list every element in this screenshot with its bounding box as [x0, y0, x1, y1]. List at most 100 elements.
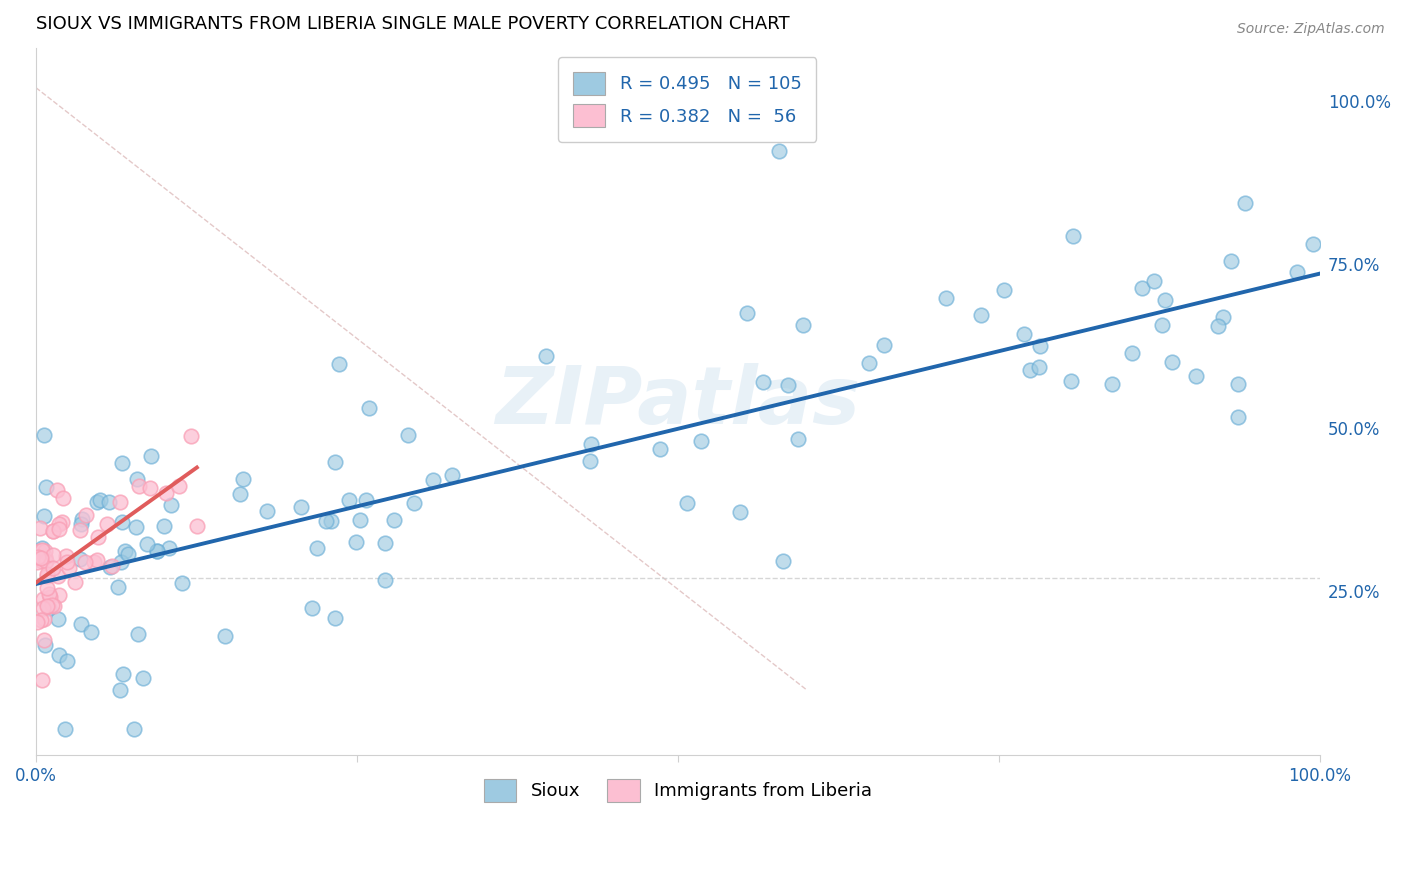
Point: [111, 516, 134, 530]
Point: [42, 560, 65, 574]
Point: [63, 574, 86, 589]
Point: [44, 599, 66, 614]
Point: [86, 495, 108, 509]
Point: [32, 633, 55, 648]
Point: [34, 508, 56, 523]
Point: [35, 480, 58, 494]
Point: [969, 309, 991, 323]
Point: [160, 498, 183, 512]
Point: [402, 496, 425, 510]
Point: [422, 473, 444, 487]
Point: [96, 517, 118, 532]
Point: [100, 560, 122, 574]
Point: [1234, 195, 1257, 210]
Point: [153, 518, 176, 533]
Point: [58, 561, 80, 575]
Point: [1152, 318, 1174, 333]
Point: [873, 337, 896, 351]
Point: [42, 524, 65, 538]
Point: [1302, 236, 1324, 251]
Point: [28, 520, 51, 534]
Point: [146, 543, 169, 558]
Point: [382, 513, 405, 527]
Point: [51, 491, 73, 505]
Point: [325, 455, 347, 469]
Point: [1226, 377, 1249, 392]
Point: [730, 504, 752, 518]
Point: [858, 356, 880, 370]
Point: [157, 541, 180, 555]
Point: [170, 575, 193, 590]
Point: [98, 495, 121, 509]
Point: [48, 522, 70, 536]
Point: [146, 544, 169, 558]
Point: [122, 722, 145, 736]
Point: [752, 375, 775, 389]
Point: [1212, 310, 1234, 324]
Point: [70, 617, 93, 632]
Point: [112, 667, 135, 681]
Point: [1227, 409, 1250, 424]
Point: [110, 555, 132, 569]
Point: [935, 291, 957, 305]
Point: [27, 550, 49, 565]
Point: [48, 588, 70, 602]
Point: [127, 627, 149, 641]
Point: [301, 601, 323, 615]
Point: [1101, 376, 1123, 391]
Point: [55, 722, 77, 736]
Point: [111, 456, 134, 470]
Point: [1154, 293, 1177, 308]
Point: [51, 515, 73, 529]
Point: [101, 559, 124, 574]
Point: [42, 524, 65, 539]
Point: [110, 495, 132, 509]
Point: [787, 432, 810, 446]
Point: [38, 586, 60, 600]
Point: [169, 479, 191, 493]
Point: [1285, 265, 1308, 279]
Point: [31, 542, 53, 557]
Point: [41, 548, 63, 562]
Point: [690, 434, 713, 448]
Point: [155, 486, 177, 500]
Point: [1143, 275, 1166, 289]
Point: [180, 429, 202, 443]
Point: [214, 629, 236, 643]
Point: [374, 573, 396, 587]
Point: [778, 377, 800, 392]
Point: [579, 437, 602, 451]
Point: [307, 541, 329, 555]
Point: [37, 569, 59, 583]
Point: [31, 541, 53, 555]
Point: [319, 514, 342, 528]
Point: [46, 569, 69, 583]
Point: [676, 496, 699, 510]
Point: [132, 671, 155, 685]
Point: [32, 592, 55, 607]
Point: [125, 472, 148, 486]
Point: [35, 599, 58, 614]
Point: [1130, 280, 1153, 294]
Point: [398, 428, 420, 442]
Point: [1121, 346, 1143, 360]
Point: [34, 550, 56, 565]
Point: [34, 638, 56, 652]
Point: [186, 519, 208, 533]
Point: [1161, 355, 1184, 369]
Point: [1220, 254, 1243, 268]
Point: [70, 516, 93, 531]
Point: [32, 427, 55, 442]
Point: [135, 536, 157, 550]
Point: [37, 599, 59, 613]
Point: [357, 401, 380, 416]
Point: [75, 555, 97, 569]
Point: [315, 514, 337, 528]
Point: [41, 598, 63, 612]
Point: [48, 516, 70, 531]
Point: [48, 648, 70, 662]
Point: [792, 318, 814, 333]
Point: [1060, 374, 1083, 388]
Point: [83, 555, 105, 569]
Point: [1206, 319, 1229, 334]
